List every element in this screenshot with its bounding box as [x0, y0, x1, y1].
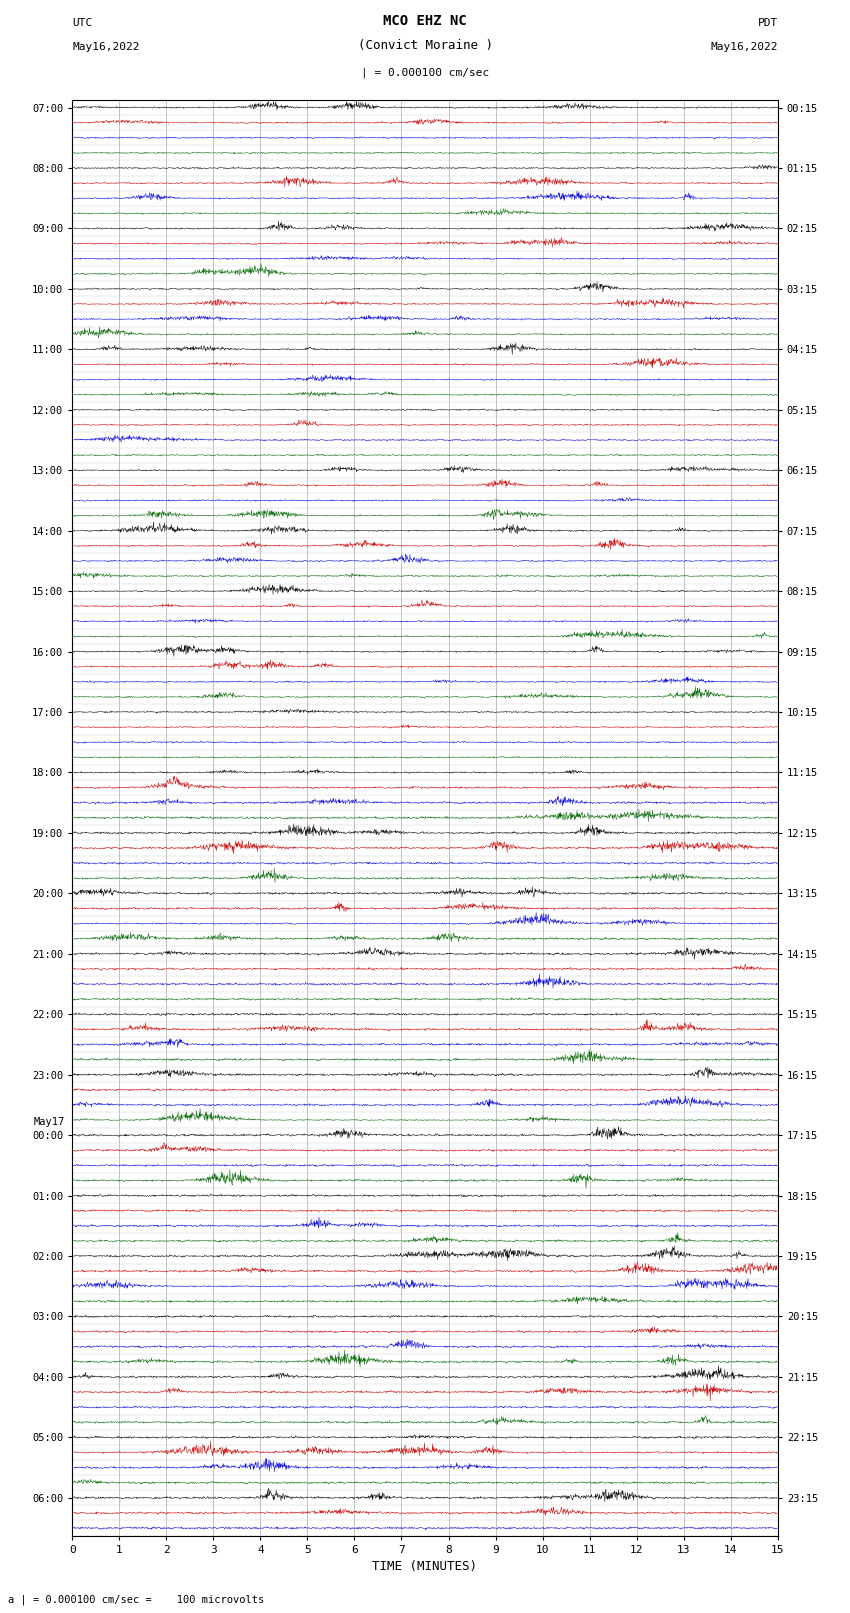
Text: a | = 0.000100 cm/sec =    100 microvolts: a | = 0.000100 cm/sec = 100 microvolts	[8, 1594, 264, 1605]
Text: MCO EHZ NC: MCO EHZ NC	[383, 15, 467, 27]
Text: UTC: UTC	[72, 18, 93, 27]
X-axis label: TIME (MINUTES): TIME (MINUTES)	[372, 1560, 478, 1573]
Text: PDT: PDT	[757, 18, 778, 27]
Text: May16,2022: May16,2022	[711, 42, 778, 52]
Text: | = 0.000100 cm/sec: | = 0.000100 cm/sec	[361, 68, 489, 77]
Text: May17: May17	[34, 1118, 65, 1127]
Text: (Convict Moraine ): (Convict Moraine )	[358, 39, 492, 52]
Text: May16,2022: May16,2022	[72, 42, 139, 52]
